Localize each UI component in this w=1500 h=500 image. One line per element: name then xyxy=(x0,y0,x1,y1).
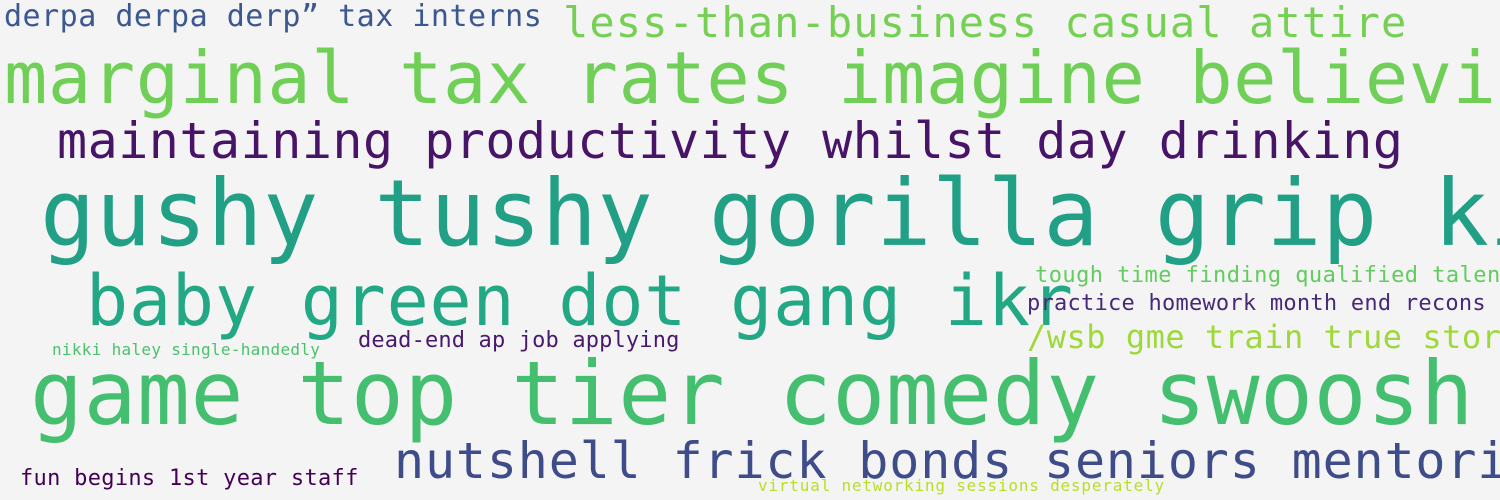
phrase-practice-homework: practice homework month end recons xyxy=(1027,291,1486,316)
phrase-wsb-gme-train: /wsb gme train true story xyxy=(1027,318,1500,356)
phrase-nikki-haley: nikki haley single-handedly xyxy=(52,340,321,359)
phrase-business-casual-attire: less-than-business casual attire xyxy=(563,0,1408,47)
phrase-gushy-tushy: gushy tushy gorilla grip kitty xyxy=(40,160,1500,267)
phrase-maintaining-productivity: maintaining productivity whilst day drin… xyxy=(57,112,1404,170)
phrase-qualified-talent: tough time finding qualified talent xyxy=(1035,263,1500,288)
phrase-fun-begins: fun begins 1st year staff xyxy=(20,466,359,491)
phrase-marginal-tax-rates: marginal tax rates imagine believing xyxy=(4,36,1500,120)
phrase-game-top-tier: game top tier comedy swoosh xyxy=(30,342,1474,445)
phrase-derpa-tax-interns: derpa derpa derp” tax interns xyxy=(4,0,543,34)
phrase-virtual-networking: virtual networking sessions desperately xyxy=(758,476,1165,495)
phrase-nutshell-frick-bonds: nutshell frick bonds seniors mentoring xyxy=(394,432,1500,490)
phrase-dead-end-ap-job: dead-end ap job applying xyxy=(358,328,680,353)
phrase-baby-green-dot: baby green dot gang ikr xyxy=(86,260,1074,342)
